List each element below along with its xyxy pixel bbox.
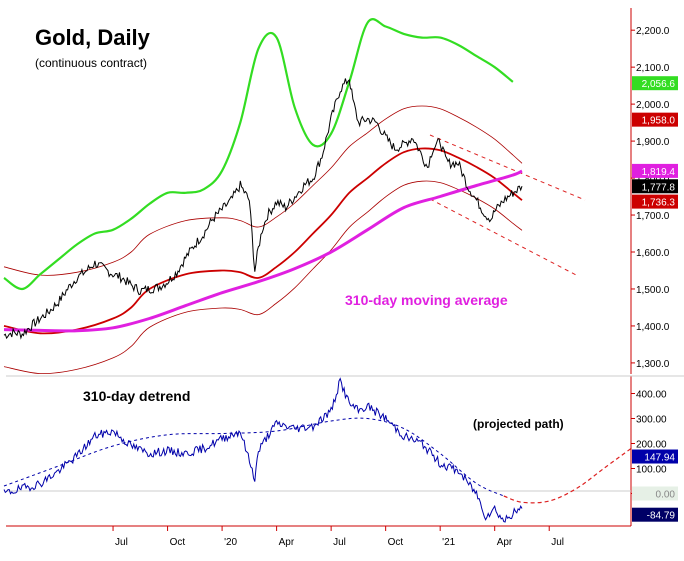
x-tick-label: Jul bbox=[333, 537, 346, 548]
price-line bbox=[3, 78, 523, 340]
x-tick-label: Oct bbox=[170, 537, 186, 548]
price-tag-label: 1,736.3 bbox=[642, 198, 676, 209]
price-tag-box bbox=[632, 194, 678, 209]
price-tag-box bbox=[632, 179, 678, 194]
y-tick-label: 1,500.0 bbox=[636, 285, 670, 296]
detrend-tag-label: -84.79 bbox=[647, 511, 676, 522]
channel-upper-line bbox=[429, 134, 586, 201]
price-tag-box bbox=[632, 163, 678, 178]
y-tick-label: 1,300.0 bbox=[636, 359, 670, 370]
detrend-tag-label: 0.00 bbox=[656, 490, 676, 501]
detrend-smoothed-line bbox=[3, 417, 505, 497]
price-tag-label: 1,819.4 bbox=[642, 167, 676, 178]
ma-annotation: 310-day moving average bbox=[345, 292, 508, 308]
price-tag-box bbox=[632, 76, 678, 91]
x-tick-label: Jul bbox=[551, 537, 564, 548]
detrend-title: 310-day detrend bbox=[83, 388, 190, 404]
y-tick-label: 1,400.0 bbox=[636, 322, 670, 333]
x-tick-label: '21 bbox=[442, 537, 455, 548]
detrend-y-tick-label: 100.00 bbox=[636, 465, 667, 476]
x-tick-label: Oct bbox=[388, 537, 404, 548]
y-tick-label: 1,900.0 bbox=[636, 137, 670, 148]
detrend-line bbox=[3, 377, 523, 523]
y-tick-label: 1,600.0 bbox=[636, 248, 670, 259]
price-tag-label: 2,056.6 bbox=[642, 79, 676, 90]
y-tick-label: 2,100.0 bbox=[636, 63, 670, 74]
green-cycle-line bbox=[3, 18, 514, 291]
projected-path-line bbox=[503, 448, 632, 504]
x-tick-label: Apr bbox=[279, 537, 295, 548]
detrend-tag-box bbox=[632, 486, 678, 501]
x-tick-label: Jul bbox=[115, 537, 128, 548]
detrend-y-tick-label: 400.00 bbox=[636, 390, 667, 401]
detrend-tag-box bbox=[632, 507, 678, 522]
lower-band-line bbox=[3, 180, 523, 375]
ma-310-line bbox=[3, 169, 523, 333]
detrend-y-tick-label: 200.00 bbox=[636, 440, 667, 451]
x-tick-label: Apr bbox=[497, 537, 513, 548]
y-tick-label: 1,700.0 bbox=[636, 211, 670, 222]
projected-path-annotation: (projected path) bbox=[473, 417, 564, 431]
red-cycle-line bbox=[3, 147, 523, 335]
x-tick-label: '20 bbox=[224, 537, 237, 548]
upper-band-line bbox=[3, 105, 523, 276]
price-tag-box bbox=[632, 112, 678, 127]
y-tick-label: 2,000.0 bbox=[636, 100, 670, 111]
channel-lower-line bbox=[429, 198, 579, 277]
y-tick-label: 2,200.0 bbox=[636, 26, 670, 37]
detrend-tag-box bbox=[632, 449, 678, 464]
detrend-y-tick-label: 300.00 bbox=[636, 415, 667, 426]
detrend-tag-label: 147.94 bbox=[644, 453, 675, 464]
price-tag-label: 1,958.0 bbox=[642, 116, 676, 127]
price-tag-label: 1,777.8 bbox=[642, 182, 676, 193]
chart-title: Gold, Daily bbox=[35, 25, 151, 50]
chart-subtitle: (continuous contract) bbox=[35, 56, 147, 70]
